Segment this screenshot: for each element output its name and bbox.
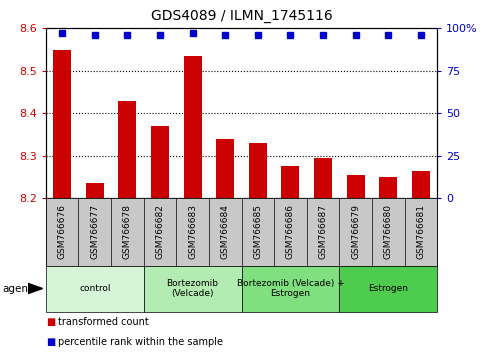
Bar (86, 183, 104, 198)
Text: percentile rank within the sample: percentile rank within the sample (58, 337, 223, 347)
Text: Bortezomib (Velcade) +
Estrogen: Bortezomib (Velcade) + Estrogen (237, 279, 344, 298)
Text: GSM766682: GSM766682 (156, 204, 165, 259)
Text: GSM766686: GSM766686 (286, 204, 295, 259)
Text: GSM766681: GSM766681 (416, 204, 426, 259)
Bar (118, 101, 136, 198)
Text: GSM766676: GSM766676 (57, 204, 67, 259)
Text: GSM766679: GSM766679 (351, 204, 360, 259)
Bar (249, 143, 267, 198)
Text: GSM766683: GSM766683 (188, 204, 197, 259)
Bar (314, 158, 332, 198)
Bar (412, 171, 430, 198)
Text: Bortezomib
(Velcade): Bortezomib (Velcade) (167, 279, 219, 298)
Text: agent: agent (2, 284, 32, 293)
Bar (151, 126, 169, 198)
Text: GSM766677: GSM766677 (90, 204, 99, 259)
Bar (282, 166, 299, 198)
Bar (347, 175, 365, 198)
Text: GSM766684: GSM766684 (221, 204, 230, 259)
Text: ■: ■ (46, 337, 55, 347)
Bar (379, 177, 397, 198)
Bar (184, 56, 201, 198)
Text: Estrogen: Estrogen (368, 284, 408, 293)
Text: control: control (79, 284, 111, 293)
Bar (53, 50, 71, 198)
Text: GSM766687: GSM766687 (318, 204, 327, 259)
Text: ■: ■ (46, 317, 55, 327)
Text: GDS4089 / ILMN_1745116: GDS4089 / ILMN_1745116 (151, 9, 332, 23)
Text: GSM766678: GSM766678 (123, 204, 132, 259)
Text: transformed count: transformed count (58, 317, 149, 327)
Polygon shape (28, 284, 43, 293)
Bar (216, 139, 234, 198)
Text: GSM766685: GSM766685 (253, 204, 262, 259)
Text: GSM766680: GSM766680 (384, 204, 393, 259)
